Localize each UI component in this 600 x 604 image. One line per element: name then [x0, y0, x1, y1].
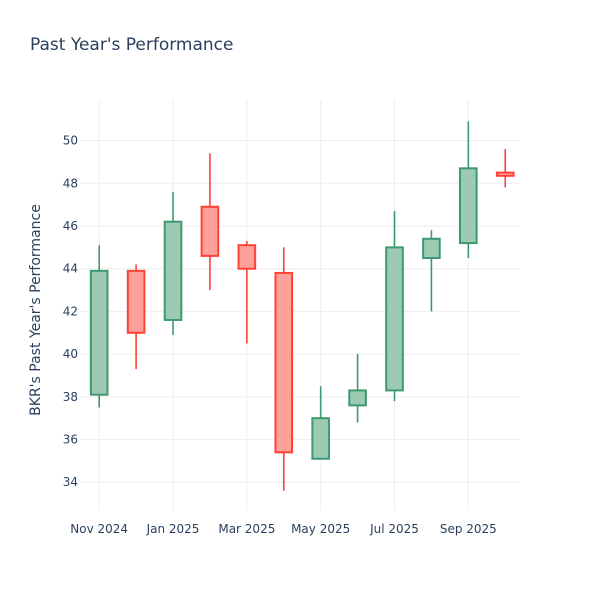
candle-body: [200, 205, 220, 257]
candle: [422, 230, 441, 312]
x-tick-label: Mar 2025: [218, 522, 275, 536]
y-tick-label: 38: [63, 390, 78, 404]
candle-body: [237, 244, 257, 270]
x-tick-label: Jul 2025: [369, 522, 419, 536]
candle-body: [422, 237, 441, 260]
y-tick-label: 40: [63, 347, 78, 361]
candle: [237, 240, 257, 344]
candle-body: [126, 269, 146, 334]
y-axis-label: BKR's Past Year's Performance: [28, 204, 44, 416]
y-tick-label: 42: [63, 304, 78, 318]
x-axis-ticks: Nov 2024 Jan 2025 Mar 2025 May 2025 Jul 2025…: [70, 522, 497, 536]
candle-body: [385, 246, 404, 392]
candle-body: [459, 167, 478, 245]
chart-title: Past Year's Performance: [30, 35, 234, 55]
y-tick-label: 50: [63, 134, 78, 148]
y-tick-label: 48: [63, 176, 78, 190]
candle: [274, 247, 294, 491]
candle-body: [163, 220, 183, 321]
candle-body: [495, 171, 515, 177]
candle: [348, 354, 367, 423]
candle: [495, 149, 515, 188]
x-tick-label: Nov 2024: [70, 522, 128, 536]
candle: [385, 211, 404, 402]
y-tick-label: 36: [63, 433, 78, 447]
x-tick-label: Sep 2025: [440, 522, 497, 536]
y-tick-label: 46: [63, 219, 78, 233]
candle-body: [348, 389, 367, 407]
candle: [311, 386, 330, 460]
candle: [126, 264, 146, 370]
y-tick-label: 44: [63, 262, 78, 276]
candle-body: [311, 417, 330, 460]
grid-layer: [80, 100, 520, 510]
y-axis-ticks: 34 36 38 40 42 44 46 48 50: [63, 134, 78, 490]
candle: [89, 245, 109, 408]
candle: [459, 121, 478, 259]
candle-body: [89, 269, 109, 396]
y-tick-label: 34: [63, 475, 78, 489]
candle: [200, 153, 220, 291]
candle-layer: [89, 121, 515, 491]
x-tick-label: Jan 2025: [146, 522, 200, 536]
candle: [163, 191, 183, 335]
candle-body: [274, 271, 294, 454]
x-tick-label: May 2025: [291, 522, 350, 536]
